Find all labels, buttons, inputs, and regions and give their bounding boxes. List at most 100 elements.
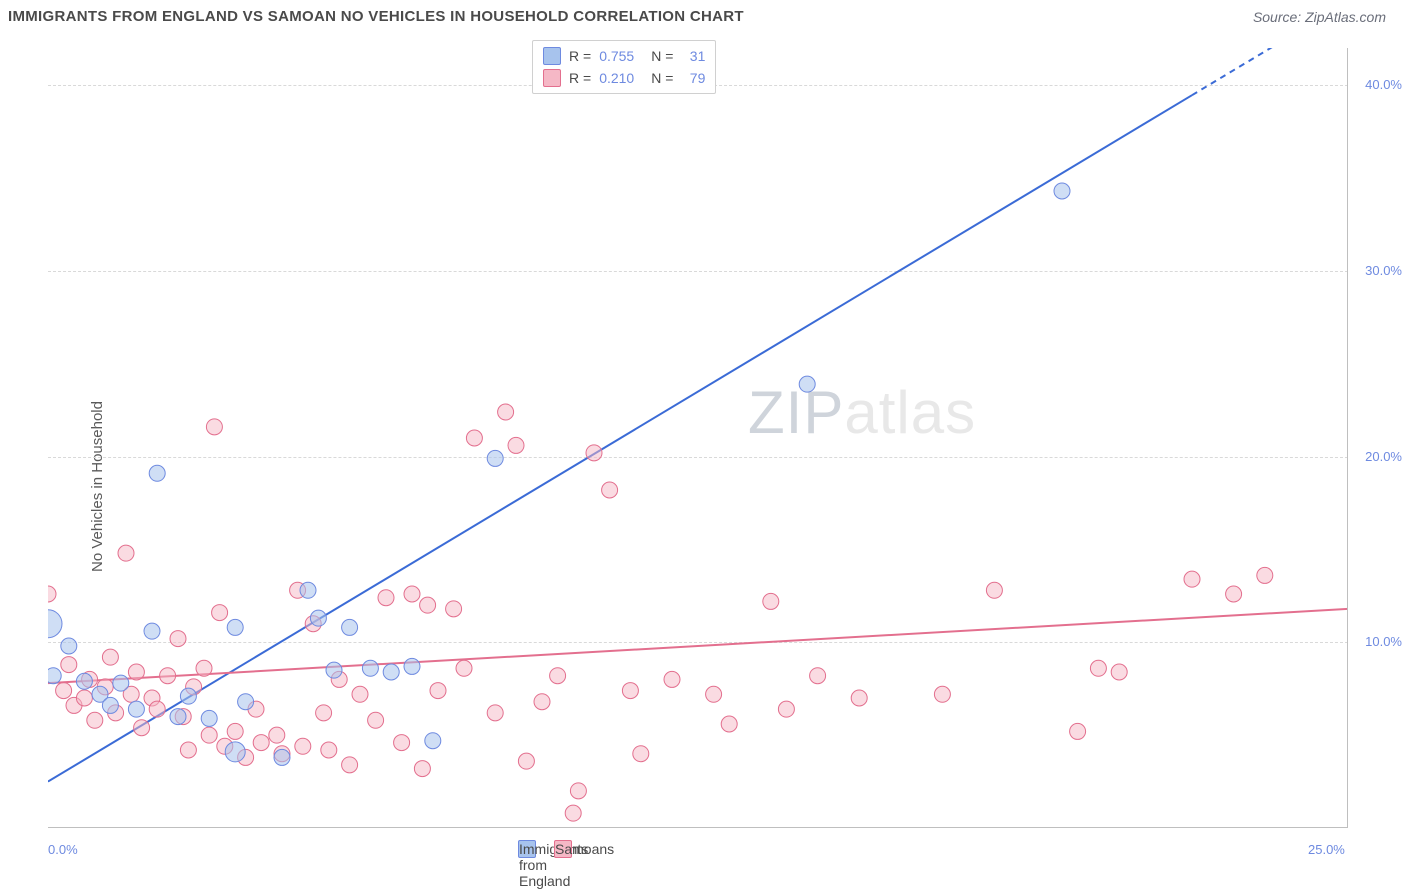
scatter-point: [61, 657, 77, 673]
scatter-point: [778, 701, 794, 717]
scatter-point: [456, 660, 472, 676]
x-tick-label: 25.0%: [1308, 842, 1345, 857]
scatter-point: [508, 437, 524, 453]
scatter-point: [316, 705, 332, 721]
regression-line: [48, 609, 1348, 683]
scatter-point: [565, 805, 581, 821]
legend-label: Samoans: [555, 841, 614, 857]
scatter-point: [48, 610, 62, 638]
scatter-point: [586, 445, 602, 461]
scatter-point: [420, 597, 436, 613]
y-tick-label: 10.0%: [1365, 634, 1402, 649]
scatter-point: [180, 742, 196, 758]
scatter-point: [144, 623, 160, 639]
legend-swatch: Samoans: [554, 840, 572, 858]
scatter-point: [118, 545, 134, 561]
legend-stat-row: R =0.210N =79: [543, 67, 705, 89]
scatter-point: [76, 673, 92, 689]
scatter-point: [487, 450, 503, 466]
scatter-point: [113, 675, 129, 691]
scatter-point: [76, 690, 92, 706]
scatter-point: [414, 761, 430, 777]
n-label: N =: [651, 67, 673, 89]
scatter-point: [321, 742, 337, 758]
scatter-point: [1257, 567, 1273, 583]
r-label: R =: [569, 67, 591, 89]
scatter-point: [721, 716, 737, 732]
scatter-point: [430, 683, 446, 699]
scatter-point: [342, 619, 358, 635]
scatter-point: [160, 668, 176, 684]
r-label: R =: [569, 45, 591, 67]
x-tick-label: 0.0%: [48, 842, 78, 857]
scatter-point: [227, 723, 243, 739]
scatter-point: [368, 712, 384, 728]
y-axis: [1347, 48, 1348, 828]
scatter-point: [134, 720, 150, 736]
scatter-point: [269, 727, 285, 743]
scatter-point: [48, 668, 61, 684]
y-tick-label: 20.0%: [1365, 449, 1402, 464]
scatter-point: [274, 749, 290, 765]
chart-title: IMMIGRANTS FROM ENGLAND VS SAMOAN NO VEH…: [8, 8, 744, 25]
scatter-point: [149, 701, 165, 717]
scatter-point: [362, 660, 378, 676]
scatter-point: [201, 727, 217, 743]
scatter-point: [534, 694, 550, 710]
scatter-point: [253, 735, 269, 751]
legend-stat-row: R =0.755N =31: [543, 45, 705, 67]
scatter-point: [404, 586, 420, 602]
scatter-point: [799, 376, 815, 392]
scatter-point: [518, 753, 534, 769]
scatter-point: [342, 757, 358, 773]
plot-region: No Vehicles in Household ZIPatlas 10.0%2…: [48, 48, 1348, 828]
scatter-point: [227, 619, 243, 635]
source-label: Source: ZipAtlas.com: [1253, 9, 1386, 25]
scatter-point: [810, 668, 826, 684]
scatter-point: [56, 683, 72, 699]
scatter-point: [61, 638, 77, 654]
scatter-point: [602, 482, 618, 498]
scatter-point: [487, 705, 503, 721]
scatter-point: [170, 631, 186, 647]
scatter-point: [128, 701, 144, 717]
scatter-point: [1226, 586, 1242, 602]
scatter-point: [425, 733, 441, 749]
regression-line-dashed: [1192, 48, 1348, 95]
n-value: 31: [681, 45, 705, 67]
scatter-point: [633, 746, 649, 762]
scatter-point: [212, 605, 228, 621]
scatter-point: [295, 738, 311, 754]
r-value: 0.210: [599, 67, 643, 89]
scatter-point: [102, 649, 118, 665]
scatter-point: [206, 419, 222, 435]
scatter-point: [763, 593, 779, 609]
legend-swatch: [543, 47, 561, 65]
scatter-point: [851, 690, 867, 706]
scatter-point: [1090, 660, 1106, 676]
scatter-point: [180, 688, 196, 704]
scatter-point: [1184, 571, 1200, 587]
legend-swatch: Immigrants from England: [518, 840, 536, 858]
scatter-point: [196, 660, 212, 676]
scatter-point: [706, 686, 722, 702]
scatter-point: [1111, 664, 1127, 680]
scatter-point: [394, 735, 410, 751]
y-tick-label: 30.0%: [1365, 263, 1402, 278]
scatter-point: [87, 712, 103, 728]
legend-item: Samoans: [554, 840, 572, 858]
scatter-point: [378, 590, 394, 606]
scatter-point: [300, 582, 316, 598]
legend-stats: R =0.755N =31R =0.210N =79: [532, 40, 716, 94]
scatter-point: [310, 610, 326, 626]
legend-series: Immigrants from England Samoans: [518, 840, 572, 858]
scatter-point: [326, 662, 342, 678]
n-label: N =: [651, 45, 673, 67]
scatter-point: [986, 582, 1002, 598]
scatter-point: [48, 586, 56, 602]
scatter-point: [498, 404, 514, 420]
scatter-point: [383, 664, 399, 680]
legend-item: Immigrants from England: [518, 840, 536, 858]
scatter-point: [404, 658, 420, 674]
regression-line: [48, 95, 1192, 781]
